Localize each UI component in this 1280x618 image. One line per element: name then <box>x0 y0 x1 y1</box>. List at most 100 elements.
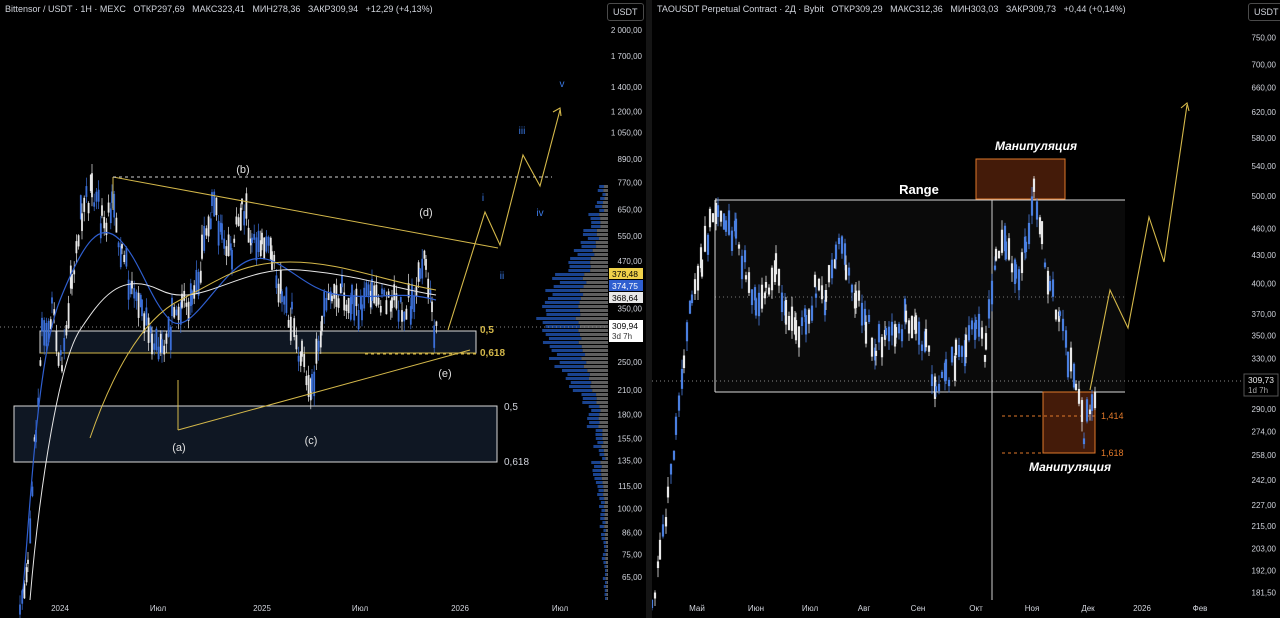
volume-profile-bar <box>588 413 600 416</box>
right-candle <box>897 323 901 334</box>
volume-profile-bar <box>604 525 608 528</box>
right-symbol[interactable]: TAOUSDT Perpetual Contract · 2Д · Bybit <box>657 4 824 14</box>
manip-bottom-label: Манипуляция <box>1029 460 1111 474</box>
volume-profile-bar <box>586 281 608 284</box>
left-candle <box>221 223 223 240</box>
left-candle <box>95 191 98 202</box>
right-chart-svg[interactable]: 750,00 700,00 660,00 620,00 580,00 540,00 500,… <box>652 0 1280 618</box>
volume-profile-bar <box>591 225 601 228</box>
right-price-tick: 181,50 <box>1252 588 1277 597</box>
right-candle <box>904 310 908 323</box>
right-candle <box>810 305 814 321</box>
volume-profile-bar <box>602 193 606 196</box>
left-symbol[interactable]: Bittensor / USDT · 1Н · MEXC <box>5 4 126 14</box>
volume-profile-bar <box>587 369 608 372</box>
left-price-tick: 75,00 <box>622 550 643 559</box>
left-price-tick: 550,00 <box>618 232 643 241</box>
volume-profile-bar <box>592 469 602 472</box>
right-candle <box>1027 222 1031 245</box>
volume-profile-bar <box>579 333 608 336</box>
lower-fib-05-label: 0,5 <box>504 402 518 413</box>
left-candle <box>63 337 66 352</box>
right-candle <box>947 379 951 387</box>
volume-profile-bar <box>570 381 592 384</box>
volume-profile-bar <box>554 365 584 368</box>
volume-profile-bar <box>606 573 608 576</box>
right-candle <box>757 292 761 317</box>
left-candle <box>225 246 228 256</box>
volume-profile-bar <box>582 277 608 280</box>
right-candle <box>854 290 858 308</box>
panel-divider[interactable] <box>646 0 652 618</box>
left-currency-button[interactable]: USDT <box>607 3 644 21</box>
left-candle <box>249 238 252 246</box>
triangle-lower-line <box>177 349 471 431</box>
left-candle <box>233 238 236 243</box>
volume-profile-bar <box>547 297 581 300</box>
left-candle <box>311 373 313 392</box>
right-candle <box>790 306 794 331</box>
right-candle <box>840 236 844 254</box>
right-candle <box>1069 347 1073 372</box>
left-candle <box>421 258 424 279</box>
left-chart-svg[interactable]: 2 000,00 1 700,00 1 400,00 1 200,00 1 050,00… <box>0 0 646 618</box>
right-candle <box>817 278 821 291</box>
volume-profile-bar <box>582 401 597 404</box>
left-candle <box>239 207 242 231</box>
volume-profile-bar <box>590 257 608 260</box>
right-currency-button[interactable]: USDT <box>1248 3 1280 21</box>
left-candle <box>227 234 230 257</box>
left-candle <box>215 197 218 216</box>
right-chart-panel[interactable]: 750,00 700,00 660,00 620,00 580,00 540,00 500,… <box>652 0 1280 618</box>
volume-profile-bar <box>586 361 608 364</box>
right-candle <box>953 355 957 381</box>
left-candle <box>373 285 376 304</box>
volume-profile-bar <box>595 241 608 244</box>
right-candle <box>1038 217 1042 235</box>
right-price-tick: 430,00 <box>1252 251 1277 260</box>
volume-profile-bar <box>552 277 583 280</box>
left-candle <box>91 173 93 198</box>
left-candle <box>291 301 293 310</box>
left-price-tick: 350,00 <box>618 304 643 313</box>
volume-profile-bar <box>601 445 608 448</box>
volume-profile-bar <box>542 305 579 308</box>
volume-profile-bar <box>604 497 608 500</box>
right-candle <box>730 230 734 251</box>
left-price-tick: 1 700,00 <box>611 52 643 61</box>
right-candle <box>837 237 841 245</box>
left-candle <box>409 306 412 325</box>
left-candle <box>273 254 276 263</box>
left-candle <box>399 296 402 303</box>
left-candle <box>381 288 383 295</box>
left-price-tick: 1 400,00 <box>611 83 643 92</box>
left-candle <box>369 290 372 308</box>
left-chart-header: Bittensor / USDT · 1Н · MEXC ОТКР297,69 … <box>5 4 438 14</box>
volume-profile-bar <box>589 373 608 376</box>
left-candle <box>37 397 40 406</box>
right-candle <box>784 300 788 325</box>
left-chart-panel[interactable]: 2 000,00 1 700,00 1 400,00 1 200,00 1 050,00… <box>0 0 646 618</box>
volume-profile-bar <box>599 209 605 212</box>
left-candle <box>159 333 162 353</box>
volume-profile-bar <box>553 285 584 288</box>
volume-profile-bar <box>602 433 608 436</box>
left-candle <box>355 288 358 307</box>
last-price-countdown: 3d 7h <box>612 332 632 341</box>
left-candle <box>321 315 323 331</box>
right-candle <box>847 267 851 276</box>
left-candle <box>183 290 186 301</box>
left-candle <box>127 279 130 300</box>
right-candle <box>994 248 998 261</box>
volume-profile-bar <box>596 401 608 404</box>
volume-profile-bar <box>604 589 607 592</box>
left-candle <box>333 283 336 299</box>
right-candle <box>800 317 804 327</box>
right-candle <box>934 386 938 392</box>
right-candle <box>664 517 668 527</box>
right-candle <box>1072 363 1076 388</box>
left-candle <box>133 288 136 299</box>
volume-profile-bar <box>599 213 608 216</box>
left-candle <box>149 326 152 333</box>
right-candle <box>974 319 978 329</box>
